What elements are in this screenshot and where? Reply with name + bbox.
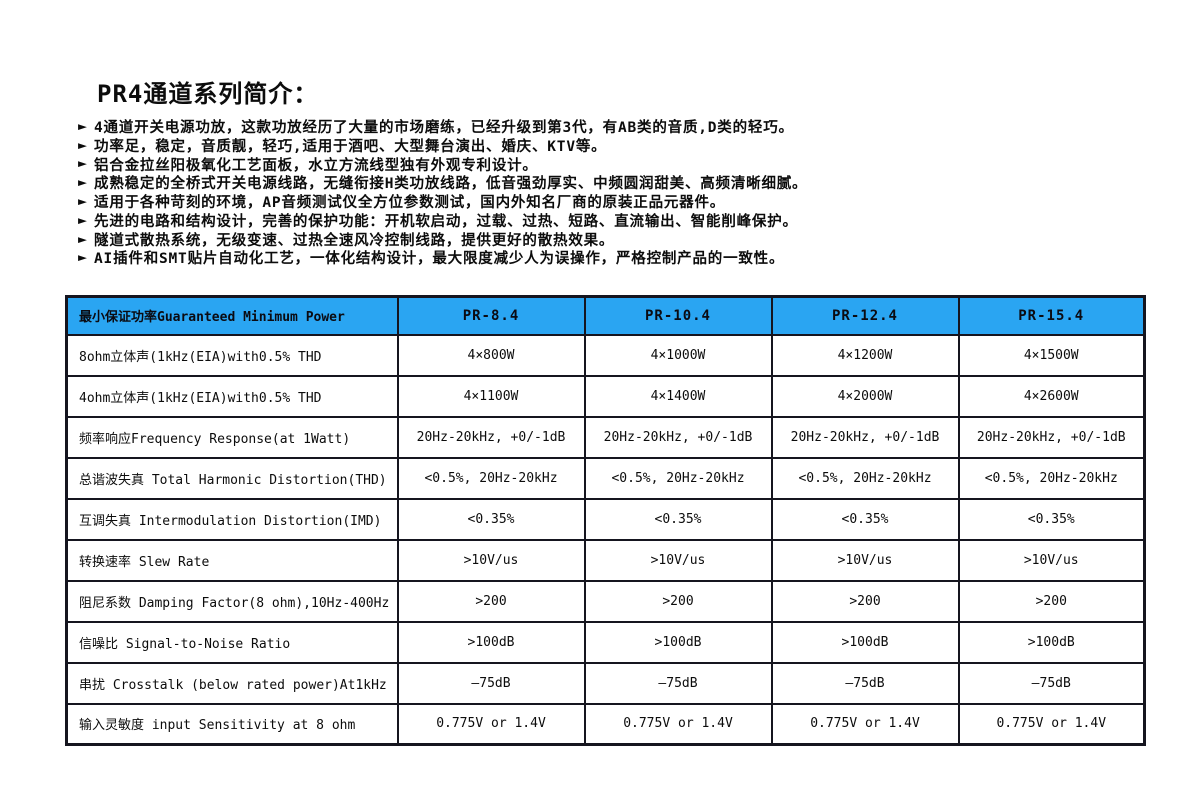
spec-value: 0.775V or 1.4V [770,702,960,746]
spec-label: 频率响应Frequency Response(at 1Watt) [65,415,399,459]
model-column-header: PR-10.4 [583,295,773,336]
feature-bullet-text: AI插件和SMT贴片自动化工艺，一体化结构设计，最大限度减少人为误操作，严格控制… [94,251,785,268]
spec-value: <0.5%, 20Hz-20kHz [957,456,1146,500]
feature-bullet: ► 先进的电路和结构设计，完善的保护功能：开机软启动，过载、过热、短路、直流输出… [78,211,1158,230]
spec-value: 4×1200W [770,333,960,377]
spec-value: >200 [583,579,773,623]
model-column-header: PR-15.4 [957,295,1146,336]
table-row: 互调失真 Intermodulation Distortion(IMD) <0.… [65,497,1146,541]
spec-value: >100dB [770,620,960,664]
spec-value: 4×800W [396,333,586,377]
feature-bullet-text: 隧道式散热系统，无级变速、过热全速风冷控制线路，提供更好的散热效果。 [94,232,615,249]
feature-bullet-text: 成熟稳定的全桥式开关电源线路，无缝衔接H类功放线路，低音强劲厚实、中频圆润甜美、… [94,176,808,193]
feature-bullet-text: 铝合金拉丝阳极氧化工艺面板，水立方流线型独有外观专利设计。 [94,157,538,174]
spec-value: >10V/us [396,538,586,582]
spec-value: <0.35% [770,497,960,541]
spec-label: 输入灵敏度 input Sensitivity at 8 ohm [65,702,399,746]
spec-value: 20Hz-20kHz, +0/-1dB [583,415,773,459]
spec-value: <0.5%, 20Hz-20kHz [396,456,586,500]
spec-label: 信噪比 Signal-to-Noise Ratio [65,620,399,664]
spec-value: >200 [770,579,960,623]
spec-label: 总谐波失真 Total Harmonic Distortion(THD) [65,456,399,500]
feature-bullet-text: 适用于各种苛刻的环境，AP音频测试仪全方位参数测试，国内外知名厂商的原装正品元器… [94,195,726,212]
spec-value: 4×2000W [770,374,960,418]
spec-value: >200 [957,579,1146,623]
spec-label: 互调失真 Intermodulation Distortion(IMD) [65,497,399,541]
feature-bullet: ► AI插件和SMT贴片自动化工艺，一体化结构设计，最大限度减少人为误操作，严格… [78,249,1158,268]
spec-value: —75dB [583,661,773,705]
spec-label: 转换速率 Slew Rate [65,538,399,582]
arrow-right-icon: ► [78,135,88,154]
spec-label: 阻尼系数 Damping Factor(8 ohm),10Hz-400Hz [65,579,399,623]
model-column-header: PR-12.4 [770,295,960,336]
feature-bullet: ► 功率足，稳定，音质靓，轻巧,适用于酒吧、大型舞台演出、婚庆、KTV等。 [78,136,1158,155]
feature-bullet-text: 功率足，稳定，音质靓，轻巧,适用于酒吧、大型舞台演出、婚庆、KTV等。 [94,138,607,155]
spec-value: 4×1100W [396,374,586,418]
table-row: 8ohm立体声(1kHz(EIA)with0.5% THD 4×800W 4×1… [65,333,1146,377]
table-row: 频率响应Frequency Response(at 1Watt) 20Hz-20… [65,415,1146,459]
table-header-row: 最小保证功率Guaranteed Minimum Power PR-8.4 PR… [65,295,1146,336]
spec-value: 4×1000W [583,333,773,377]
spec-value: —75dB [957,661,1146,705]
table-row: 阻尼系数 Damping Factor(8 ohm),10Hz-400Hz >2… [65,579,1146,623]
spec-value: <0.5%, 20Hz-20kHz [583,456,773,500]
spec-value: —75dB [770,661,960,705]
spec-value: —75dB [396,661,586,705]
param-column-header: 最小保证功率Guaranteed Minimum Power [65,295,399,336]
spec-value: 4×2600W [957,374,1146,418]
spec-value: 20Hz-20kHz, +0/-1dB [957,415,1146,459]
arrow-right-icon: ► [78,210,88,229]
page-title: PR4通道系列简介： [97,80,319,108]
spec-value: >10V/us [770,538,960,582]
spec-value: <0.35% [957,497,1146,541]
spec-label: 串扰 Crosstalk (below rated power)At1kHz [65,661,399,705]
arrow-right-icon: ► [78,248,88,267]
spec-value: <0.35% [396,497,586,541]
spec-value: >100dB [583,620,773,664]
spec-value: 20Hz-20kHz, +0/-1dB [396,415,586,459]
model-column-header: PR-8.4 [396,295,586,336]
feature-bullet-text: 先进的电路和结构设计，完善的保护功能：开机软启动，过载、过热、短路、直流输出、智… [94,213,798,230]
feature-bullet-text: 4通道开关电源功放，这款功放经历了大量的市场磨练，已经升级到第3代，有AB类的音… [94,119,794,136]
spec-table: 最小保证功率Guaranteed Minimum Power PR-8.4 PR… [65,295,1146,746]
table-row: 输入灵敏度 input Sensitivity at 8 ohm 0.775V … [65,702,1146,746]
spec-value: 0.775V or 1.4V [957,702,1146,746]
spec-label: 4ohm立体声(1kHz(EIA)with0.5% THD [65,374,399,418]
feature-bullet: ► 适用于各种苛刻的环境，AP音频测试仪全方位参数测试，国内外知名厂商的原装正品… [78,192,1158,212]
table-row: 总谐波失真 Total Harmonic Distortion(THD) <0.… [65,456,1146,500]
spec-value: <0.35% [583,497,773,541]
spec-label: 8ohm立体声(1kHz(EIA)with0.5% THD [65,333,399,377]
spec-value: >10V/us [583,538,773,582]
feature-bullet: ► 隧道式散热系统，无级变速、过热全速风冷控制线路，提供更好的散热效果。 [78,230,1158,249]
arrow-right-icon: ► [78,229,88,248]
spec-value: >10V/us [957,538,1146,582]
spec-value: 4×1400W [583,374,773,418]
spec-value: 20Hz-20kHz, +0/-1dB [770,415,960,459]
table-row: 转换速率 Slew Rate >10V/us >10V/us >10V/us >… [65,538,1146,582]
spec-value: >100dB [957,620,1146,664]
arrow-right-icon: ► [78,173,88,192]
spec-value: 4×1500W [957,333,1146,377]
spec-value: 0.775V or 1.4V [583,702,773,746]
feature-bullet: ► 铝合金拉丝阳极氧化工艺面板，水立方流线型独有外观专利设计。 [78,155,1158,174]
feature-bullet: ► 4通道开关电源功放，这款功放经历了大量的市场磨练，已经升级到第3代，有AB类… [78,117,1158,136]
spec-value: >200 [396,579,586,623]
spec-value: >100dB [396,620,586,664]
arrow-right-icon: ► [78,154,88,173]
feature-bullet-list: ► 4通道开关电源功放，这款功放经历了大量的市场磨练，已经升级到第3代，有AB类… [78,117,1158,267]
spec-value: 0.775V or 1.4V [396,702,586,746]
arrow-right-icon: ► [78,116,88,135]
table-row: 串扰 Crosstalk (below rated power)At1kHz —… [65,661,1146,705]
arrow-right-icon: ► [78,192,88,211]
table-row: 4ohm立体声(1kHz(EIA)with0.5% THD 4×1100W 4×… [65,374,1146,418]
feature-bullet: ► 成熟稳定的全桥式开关电源线路，无缝衔接H类功放线路，低音强劲厚实、中频圆润甜… [78,173,1158,193]
spec-value: <0.5%, 20Hz-20kHz [770,456,960,500]
table-row: 信噪比 Signal-to-Noise Ratio >100dB >100dB … [65,620,1146,664]
